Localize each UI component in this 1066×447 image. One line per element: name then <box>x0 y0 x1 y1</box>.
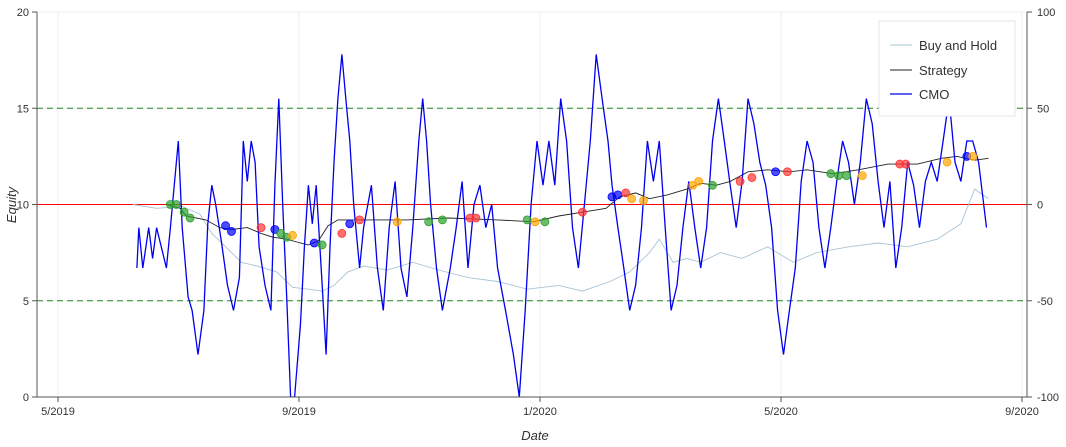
x-tick-label: 9/2020 <box>1005 406 1039 418</box>
trade-marker-red <box>735 176 745 186</box>
reference-lines <box>37 107 1027 302</box>
trade-marker-orange <box>639 196 648 206</box>
trade-marker-blue <box>613 190 623 200</box>
y-left-tick-label: 5 <box>23 296 29 308</box>
trade-marker-orange <box>857 171 867 181</box>
trade-marker-green <box>179 207 189 217</box>
x-tick-label: 5/2020 <box>764 406 798 418</box>
trade-marker-red <box>337 228 347 238</box>
trade-marker-orange <box>627 194 637 204</box>
legend-label-strategy: Strategy <box>919 63 968 78</box>
y-right-tick-label: -50 <box>1037 296 1053 308</box>
trade-marker-blue <box>345 219 355 229</box>
trade-marker-red <box>747 173 757 182</box>
trade-marker-red <box>577 207 587 217</box>
trade-marker-green <box>522 215 532 225</box>
trade-marker-green <box>708 180 717 190</box>
y-left-tick-label: 20 <box>17 7 29 19</box>
trade-marker-blue <box>771 167 780 177</box>
y-right-tick-label: 0 <box>1037 200 1043 212</box>
trade-marker-orange <box>942 157 952 167</box>
trade-marker-orange <box>288 230 297 240</box>
trade-marker-orange <box>694 176 704 186</box>
trade-marker-red <box>783 167 792 177</box>
y-axis-title: Equity <box>4 185 19 223</box>
y-left-tick-label: 10 <box>17 200 29 212</box>
trade-marker-orange <box>392 217 402 227</box>
y-left-tick-label: 15 <box>17 103 29 115</box>
trade-marker-blue <box>309 238 319 248</box>
trade-marker-red <box>901 159 911 169</box>
y-right-tick-label: 100 <box>1037 7 1055 19</box>
y-right-tick-label: -100 <box>1037 392 1059 404</box>
trade-marker-green <box>834 171 844 181</box>
y-right-tick-label: 50 <box>1037 103 1049 115</box>
trade-marker-green <box>842 171 851 181</box>
legend-label-buy-and-hold: Buy and Hold <box>919 38 997 53</box>
trade-marker-blue <box>227 227 236 236</box>
x-tick-label: 1/2020 <box>523 406 557 418</box>
trade-marker-green <box>185 213 195 223</box>
trade-marker-orange <box>968 151 978 161</box>
legend: Buy and Hold Strategy CMO <box>878 20 1016 117</box>
trade-marker-green <box>826 169 836 179</box>
x-axis-title: Date <box>521 428 548 443</box>
trade-marker-blue <box>221 221 230 231</box>
trade-marker-green <box>317 240 327 250</box>
x-tick-label: 5/2019 <box>41 406 75 418</box>
trade-marker-green <box>424 217 434 227</box>
trade-marker-red <box>256 223 266 233</box>
trade-markers <box>165 151 978 250</box>
trade-marker-red <box>621 188 631 198</box>
trade-marker-green <box>171 200 181 209</box>
legend-label-cmo: CMO <box>919 87 949 102</box>
trade-marker-red <box>355 215 365 225</box>
trade-marker-red <box>471 213 481 223</box>
trade-marker-green <box>540 217 550 227</box>
y-left-tick-label: 0 <box>23 392 29 404</box>
series-line-cmo <box>136 54 988 397</box>
axes: 5/2019 9/2019 1/2020 5/2020 9/2020 0 5 10 15 20 -1… <box>17 7 1059 418</box>
x-tick-label: 9/2019 <box>282 406 316 418</box>
legend-box <box>878 20 1016 117</box>
trade-marker-green <box>438 215 447 225</box>
trade-marker-orange <box>530 217 540 227</box>
